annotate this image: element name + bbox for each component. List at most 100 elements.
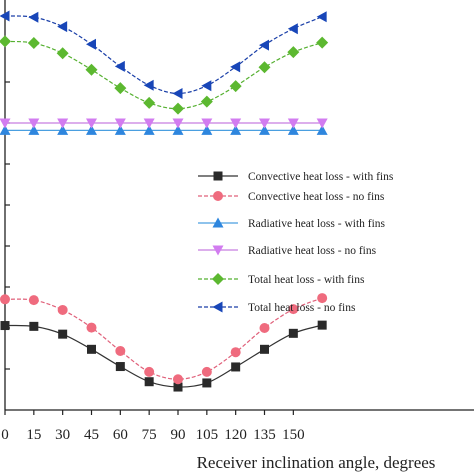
legend-label: Total heat loss - with fins — [248, 274, 365, 286]
x-axis-title: Receiver inclination angle, degrees — [197, 453, 436, 472]
data-point — [28, 11, 39, 23]
data-point — [260, 344, 269, 354]
legend: Convective heat loss - with fins Convecti… — [198, 171, 394, 314]
data-point — [28, 295, 39, 306]
data-point — [201, 366, 212, 377]
data-point — [114, 82, 127, 95]
data-point — [143, 124, 155, 135]
data-point — [172, 87, 183, 99]
data-point — [0, 10, 10, 22]
data-point — [144, 366, 155, 377]
data-point — [259, 124, 270, 135]
data-point — [200, 95, 213, 108]
data-point — [172, 118, 184, 129]
x-tick-label: 135 — [253, 427, 276, 443]
data-point — [86, 124, 97, 135]
legend-marker — [212, 245, 224, 256]
series-1 — [0, 320, 327, 392]
data-point — [288, 328, 298, 338]
x-tick-label: 60 — [113, 427, 128, 443]
data-point — [144, 377, 154, 387]
data-point — [0, 35, 11, 48]
series-line — [4, 15, 323, 95]
data-point — [114, 118, 126, 129]
legend-marker — [212, 217, 224, 228]
data-point — [229, 80, 242, 93]
legend-marker — [213, 191, 223, 201]
x-axis-ticks: 0 15 30 45 60 75 90 105 120 135 150 — [1, 410, 305, 443]
data-point — [317, 293, 328, 304]
legend-label: Radiative heat loss - no fins — [248, 245, 377, 257]
data-point — [316, 36, 329, 49]
data-point — [86, 322, 97, 333]
data-point — [230, 124, 242, 135]
data-point — [85, 63, 98, 76]
data-point — [143, 79, 154, 91]
data-point — [0, 294, 10, 305]
data-point — [114, 60, 125, 72]
data-point — [287, 46, 300, 59]
data-point — [201, 80, 212, 92]
y-axis-ticks — [5, 40, 10, 370]
x-tick-label: 75 — [142, 427, 157, 443]
data-point — [316, 124, 328, 135]
data-point — [201, 118, 213, 129]
series-line — [4, 40, 323, 110]
legend-label: Radiative heat loss - with fins — [248, 218, 386, 230]
data-point — [173, 374, 183, 385]
data-point — [57, 118, 69, 129]
x-tick-label: 45 — [84, 427, 99, 443]
data-point — [57, 304, 68, 315]
data-point — [287, 118, 299, 129]
x-tick-label: 105 — [196, 427, 219, 443]
data-point — [114, 124, 126, 135]
data-point — [316, 11, 327, 23]
data-point — [287, 23, 298, 35]
data-point — [259, 39, 269, 51]
data-point — [288, 304, 299, 315]
legend-label: Convective heat loss - with fins — [248, 171, 394, 183]
data-point — [259, 323, 270, 333]
legend-label: Total heat loss - no fins — [248, 302, 356, 314]
legend-marker — [212, 273, 224, 285]
data-point — [172, 124, 184, 135]
data-point — [202, 378, 212, 388]
data-point — [0, 321, 10, 331]
data-point — [258, 61, 271, 74]
series-5 — [0, 35, 329, 115]
x-tick-label: 15 — [26, 427, 41, 443]
data-point — [0, 118, 11, 129]
data-point — [173, 382, 183, 392]
data-point — [57, 21, 68, 33]
data-point — [259, 118, 270, 129]
legend-label: Convective heat loss - no fins — [248, 191, 385, 203]
data-point — [317, 320, 327, 330]
data-point — [143, 118, 155, 129]
series-4 — [0, 118, 328, 129]
data-point — [86, 118, 97, 129]
x-tick-label: 90 — [171, 427, 186, 443]
data-point — [29, 321, 39, 331]
data-point — [57, 124, 69, 135]
data-point — [27, 37, 40, 50]
legend-marker — [213, 171, 223, 181]
x-tick-label: 30 — [55, 427, 70, 443]
data-point — [28, 124, 40, 135]
data-point — [230, 61, 241, 73]
data-point — [115, 362, 125, 372]
data-point — [56, 47, 69, 60]
series-6 — [0, 10, 327, 99]
data-point — [28, 118, 40, 129]
data-point — [58, 329, 68, 339]
data-point — [201, 124, 213, 135]
series-3 — [0, 124, 328, 135]
x-tick-label: 120 — [224, 427, 247, 443]
data-point — [87, 344, 96, 354]
series-layer — [0, 10, 329, 392]
data-point — [230, 347, 241, 358]
data-point — [287, 124, 299, 135]
data-point — [172, 102, 184, 115]
series-2 — [0, 293, 328, 385]
data-point — [231, 362, 241, 372]
